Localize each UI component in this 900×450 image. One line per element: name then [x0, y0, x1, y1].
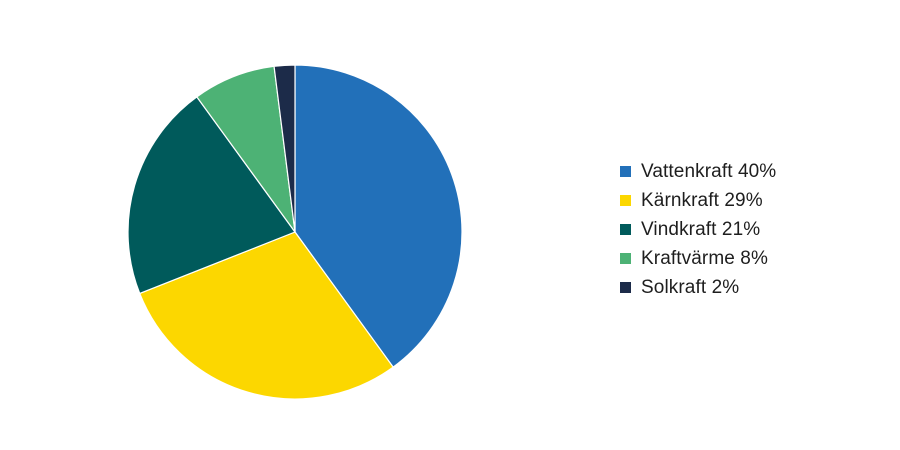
pie-slice-vattenkraft — [294, 64, 463, 368]
legend-item-solkraft: Solkraft 2% — [620, 273, 776, 302]
pie-slice-solkraft — [273, 64, 296, 233]
legend-label-vindkraft: Vindkraft 21% — [641, 218, 761, 240]
legend-item-vindkraft: Vindkraft 21% — [620, 215, 776, 244]
legend-label-karnkraft: Kärnkraft 29% — [641, 189, 763, 211]
legend-label-solkraft: Solkraft 2% — [641, 276, 740, 298]
legend-swatch-solkraft — [620, 282, 631, 293]
pie-slice-karnkraft — [139, 231, 394, 400]
pie-slice-vindkraft — [127, 96, 296, 295]
legend: Vattenkraft 40% Kärnkraft 29% Vindkraft … — [620, 157, 776, 302]
legend-swatch-vindkraft — [620, 224, 631, 235]
legend-item-kraftvarme: Kraftvärme 8% — [620, 244, 776, 273]
legend-swatch-karnkraft — [620, 195, 631, 206]
legend-item-vattenkraft: Vattenkraft 40% — [620, 157, 776, 186]
legend-item-karnkraft: Kärnkraft 29% — [620, 186, 776, 215]
legend-swatch-vattenkraft — [620, 166, 631, 177]
pie-slices — [127, 64, 463, 400]
legend-label-kraftvarme: Kraftvärme 8% — [641, 247, 768, 269]
legend-label-vattenkraft: Vattenkraft 40% — [641, 160, 777, 182]
legend-swatch-kraftvarme — [620, 253, 631, 264]
